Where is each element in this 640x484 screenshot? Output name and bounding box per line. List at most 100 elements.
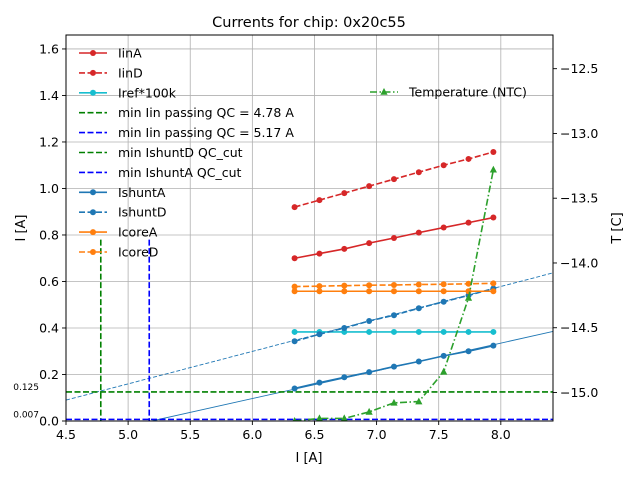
legend: IinA IinD Iref*100k min Iin passing QC = 4.… xyxy=(79,46,294,260)
data-point-iind-7 xyxy=(465,155,472,162)
data-point-iina-8 xyxy=(490,214,497,221)
data-point-iref-100k-0 xyxy=(291,328,298,335)
y-tick-label-0-6: 0.6 xyxy=(39,274,59,289)
data-point-icored-5 xyxy=(415,281,422,288)
data-point-iina-7 xyxy=(465,219,472,226)
series-line-temperature-ntc xyxy=(294,169,495,421)
data-point-ishunta-5 xyxy=(415,358,422,365)
legend-label-iind: IinD xyxy=(118,65,143,80)
y2-tick-label-13-5: −13.5 xyxy=(560,191,598,206)
data-point-iind-1 xyxy=(316,197,323,204)
data-point-ishuntd-5 xyxy=(415,305,422,312)
data-point-iina-4 xyxy=(390,234,397,241)
data-point-icorea-2 xyxy=(341,288,348,295)
data-point-iind-5 xyxy=(415,169,422,176)
data-point-icorea-4 xyxy=(390,288,397,295)
y2-tick-label-14-0: −14.0 xyxy=(560,255,598,270)
data-point-icorea-0 xyxy=(291,288,298,295)
data-point-icorea-6 xyxy=(440,288,447,295)
legend-label-min-iin-passing-qc-4-78-a: min Iin passing QC = 4.78 A xyxy=(118,105,294,120)
data-point-iina-5 xyxy=(415,229,422,236)
data-point-iind-3 xyxy=(366,183,373,190)
data-point-temperature-ntc-7 xyxy=(464,293,473,301)
data-point-ishuntd-4 xyxy=(390,312,397,319)
legend-marker-iind xyxy=(90,69,96,76)
data-point-icored-8 xyxy=(490,280,497,287)
threshold-label-min-ishuntd-qc-cut: 0.125 xyxy=(13,383,39,393)
data-point-ishunta-0 xyxy=(291,385,298,392)
data-point-ishuntd-0 xyxy=(291,338,298,345)
data-point-iina-6 xyxy=(440,224,447,231)
x-tick-label-4-5: 4.5 xyxy=(56,427,76,442)
data-point-iind-0 xyxy=(291,204,298,211)
data-point-icored-4 xyxy=(390,281,397,288)
legend-label-temperature-ntc: Temperature (NTC) xyxy=(408,85,527,100)
data-point-ishunta-1 xyxy=(316,379,323,386)
legend-label-iina: IinA xyxy=(118,46,142,61)
legend-temperature: Temperature (NTC) xyxy=(370,85,527,100)
data-point-temperature-ntc-3 xyxy=(365,407,373,415)
legend-label-min-ishuntd-qc-cut: min IshuntD QC_cut xyxy=(118,145,243,160)
data-point-iina-3 xyxy=(366,240,373,247)
data-point-iind-8 xyxy=(490,148,497,155)
data-point-iind-6 xyxy=(440,162,447,169)
y-tick-label-1-4: 1.4 xyxy=(39,88,59,103)
threshold-label-min-ishunta-qc-cut: 0.007 xyxy=(13,410,39,420)
data-point-icored-0 xyxy=(291,283,298,290)
data-point-iina-0 xyxy=(291,255,298,262)
legend-marker-iref-100k xyxy=(90,89,96,96)
y-axis-label: I [A] xyxy=(14,214,29,241)
data-point-iref-100k-3 xyxy=(366,328,373,335)
y2-axis-label: T [C] xyxy=(610,212,625,244)
data-point-ishuntd-6 xyxy=(440,298,447,305)
y2-tick-label-13-0: −13.0 xyxy=(560,126,598,141)
data-point-temperature-ntc-8 xyxy=(489,165,497,173)
data-point-iref-100k-6 xyxy=(440,328,447,335)
plot-area: 0.125 0.007 4.5 5.0 5.5 6.0 6.5 7.0 7.5 8.0 0.0 0.2… xyxy=(13,34,598,442)
data-point-icorea-5 xyxy=(415,288,422,295)
data-layer xyxy=(66,148,553,421)
data-point-icored-1 xyxy=(316,283,323,290)
y-tick-label-0-0: 0.0 xyxy=(39,414,59,429)
x-axis-label: I [A] xyxy=(295,451,322,466)
legend-marker-ishunta xyxy=(90,189,96,196)
y2-tick-label-14-5: −14.5 xyxy=(560,320,598,335)
data-point-temperature-ntc-2 xyxy=(340,414,348,421)
data-point-icorea-3 xyxy=(366,288,373,295)
legend-marker-ishuntd xyxy=(90,209,96,216)
x-tick-label-5-5: 5.5 xyxy=(180,427,200,442)
data-point-ishunta-2 xyxy=(341,374,348,381)
legend-label-iref-100k: Iref*100k xyxy=(118,85,177,100)
y-tick-label-0-8: 0.8 xyxy=(39,227,59,242)
legend-marker-icorea xyxy=(90,229,96,236)
data-point-icored-2 xyxy=(341,282,348,289)
x-tick-label-6-5: 6.5 xyxy=(305,427,325,442)
data-point-ishunta-3 xyxy=(366,369,373,376)
data-point-temperature-ntc-0 xyxy=(292,417,297,421)
data-point-iref-100k-4 xyxy=(390,328,397,335)
data-point-ishunta-6 xyxy=(440,352,447,359)
data-point-ishuntd-1 xyxy=(316,331,323,338)
data-point-icored-7 xyxy=(465,280,472,287)
y-tick-label-1-6: 1.6 xyxy=(39,41,59,56)
data-point-iref-100k-8 xyxy=(490,328,497,335)
legend-marker-temperature-ntc xyxy=(380,88,388,95)
y2-tick-label-15-0: −15.0 xyxy=(560,385,598,400)
data-point-iind-2 xyxy=(341,190,348,197)
y2-tick-label-12-5: −12.5 xyxy=(560,61,598,76)
data-point-ishunta-8 xyxy=(490,342,497,349)
data-point-icorea-1 xyxy=(316,288,323,295)
legend-label-ishunta: IshuntA xyxy=(118,185,166,200)
x-tick-label-6-0: 6.0 xyxy=(242,427,262,442)
legend-label-icored: IcoreD xyxy=(118,245,158,260)
y-tick-label-0-2: 0.2 xyxy=(39,367,59,382)
x-tick-label-7-5: 7.5 xyxy=(429,427,449,442)
x-tick-label-5-0: 5.0 xyxy=(118,427,138,442)
y-tick-label-1-2: 1.2 xyxy=(39,134,59,149)
data-point-temperature-ntc-5 xyxy=(415,397,423,405)
y-tick-label-0-4: 0.4 xyxy=(39,320,59,335)
legend-marker-icored xyxy=(90,249,96,255)
legend-label-min-ishunta-qc-cut: min IshuntA QC_cut xyxy=(118,165,242,180)
